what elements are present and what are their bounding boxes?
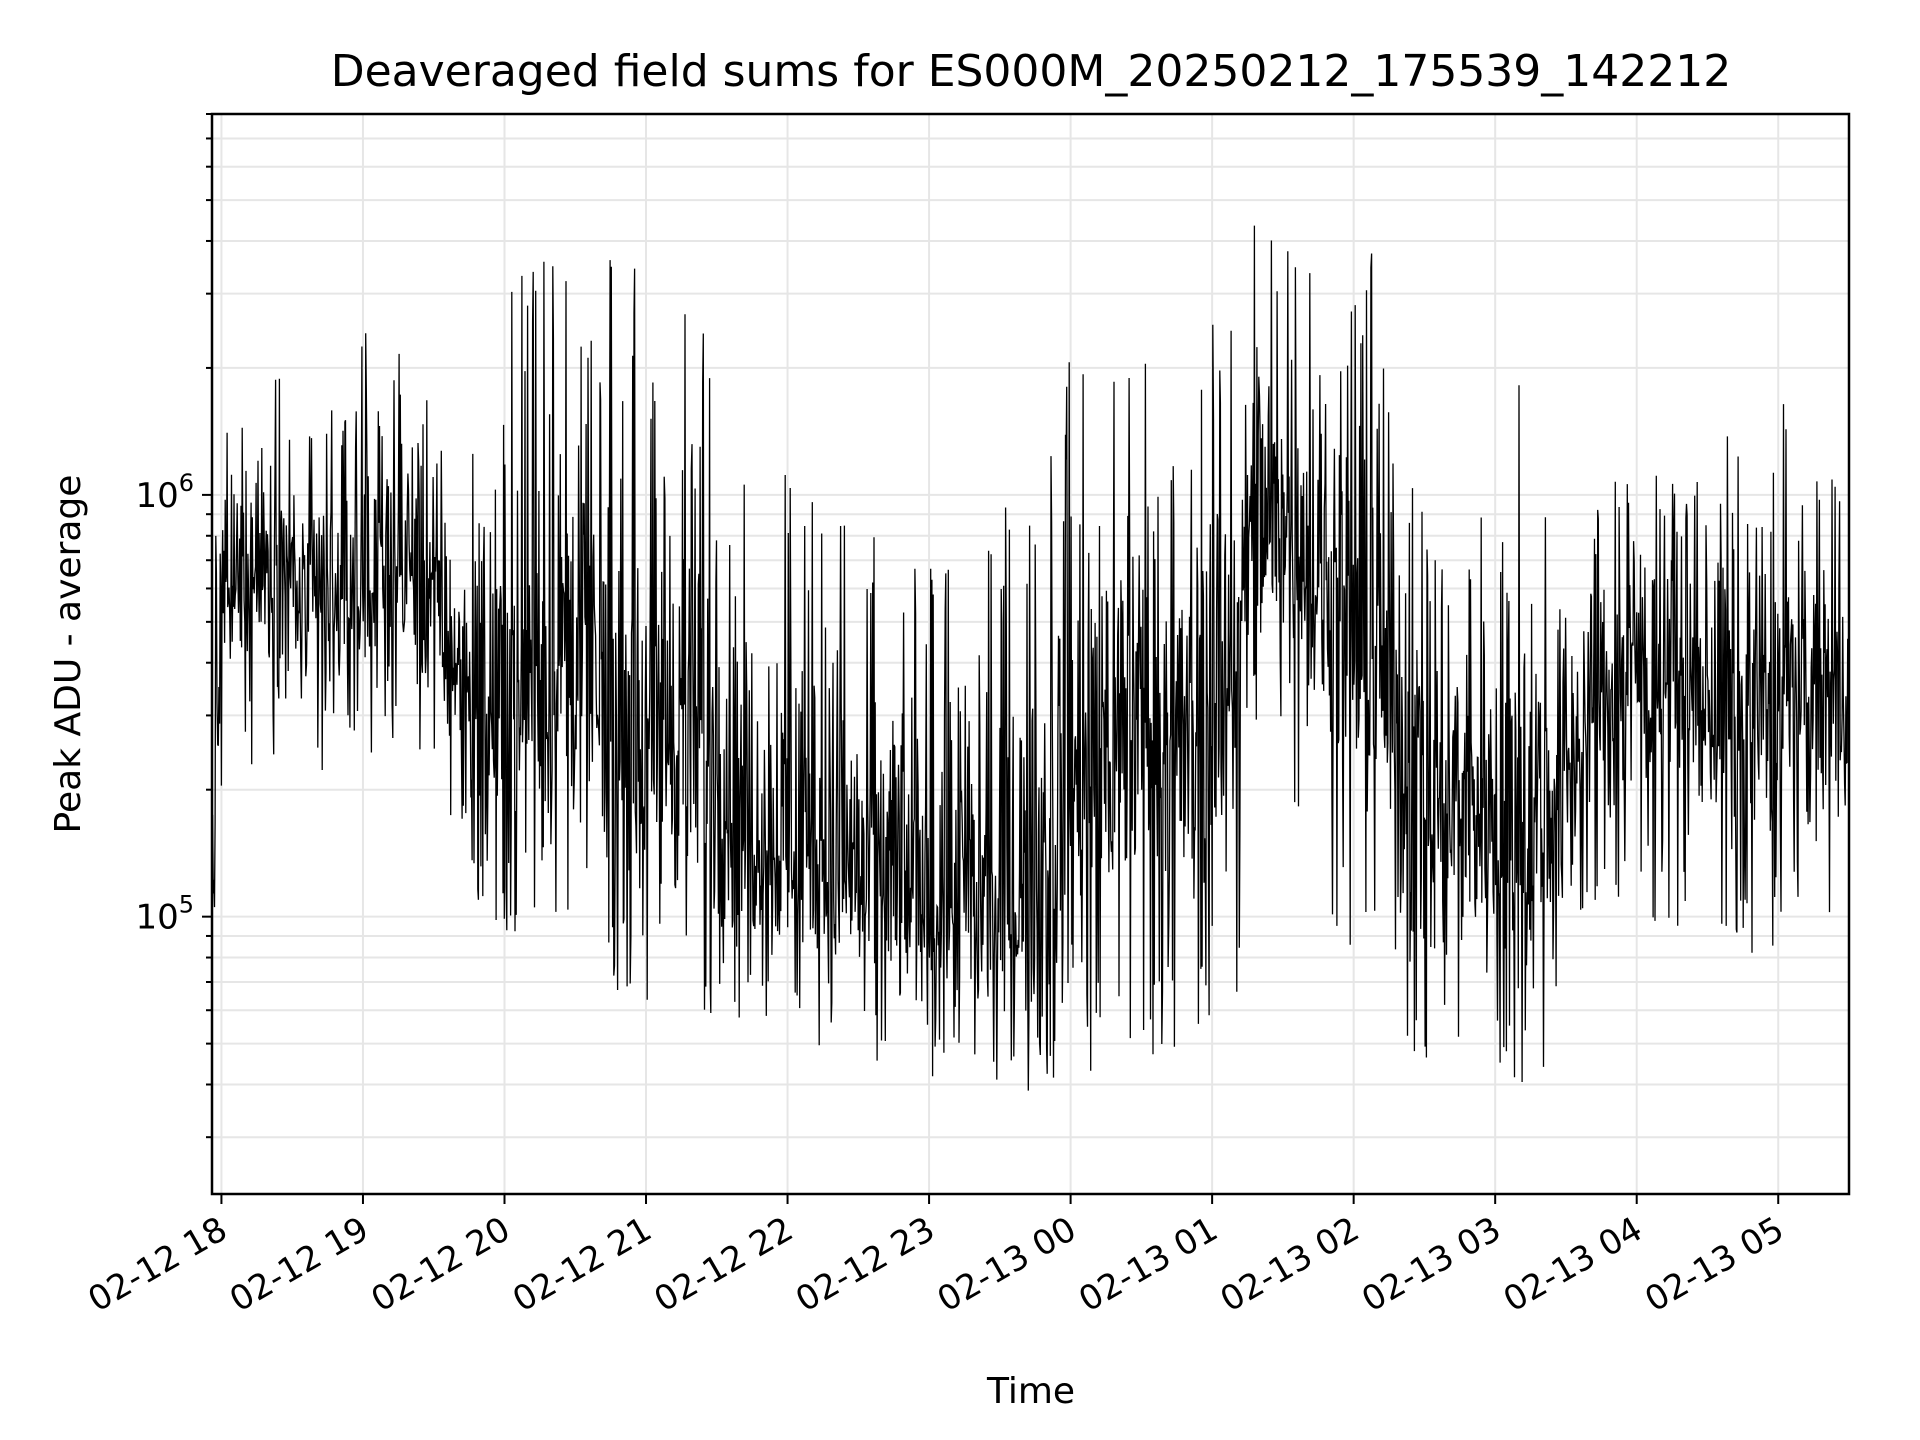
- x-tick-label: 02-13 05: [1638, 1209, 1790, 1320]
- x-tick-label: 02-12 19: [223, 1209, 375, 1320]
- y-tick-label: 106: [135, 469, 194, 516]
- x-axis-label: Time: [986, 1371, 1075, 1412]
- x-tick-label: 02-13 01: [1072, 1209, 1224, 1320]
- y-tick-label: 105: [135, 891, 194, 938]
- x-tick-label: 02-12 22: [648, 1209, 800, 1320]
- series-layer: [211, 225, 1850, 1091]
- x-tick-label: 02-13 03: [1355, 1209, 1507, 1320]
- chart-title: Deaveraged field sums for ES000M_2025021…: [331, 46, 1732, 97]
- x-tick-label: 02-12 18: [82, 1209, 234, 1320]
- x-tick-label: 02-12 23: [789, 1209, 941, 1320]
- y-tick-exponent: 6: [179, 469, 194, 497]
- x-tick-label: 02-12 21: [506, 1209, 658, 1320]
- y-axis-label: Peak ADU - average: [48, 475, 89, 834]
- plot-frame: [210, 112, 1851, 1196]
- y-tick-base: 10: [135, 898, 178, 938]
- x-tick-label: 02-13 00: [931, 1209, 1083, 1320]
- y-tick-exponent: 5: [179, 891, 194, 919]
- series-line: [211, 225, 1850, 1091]
- x-tick-label: 02-12 20: [365, 1209, 517, 1320]
- y-tick-base: 10: [135, 476, 178, 516]
- x-tick-label: 02-13 04: [1497, 1209, 1649, 1320]
- x-tick-label: 02-13 02: [1214, 1209, 1366, 1320]
